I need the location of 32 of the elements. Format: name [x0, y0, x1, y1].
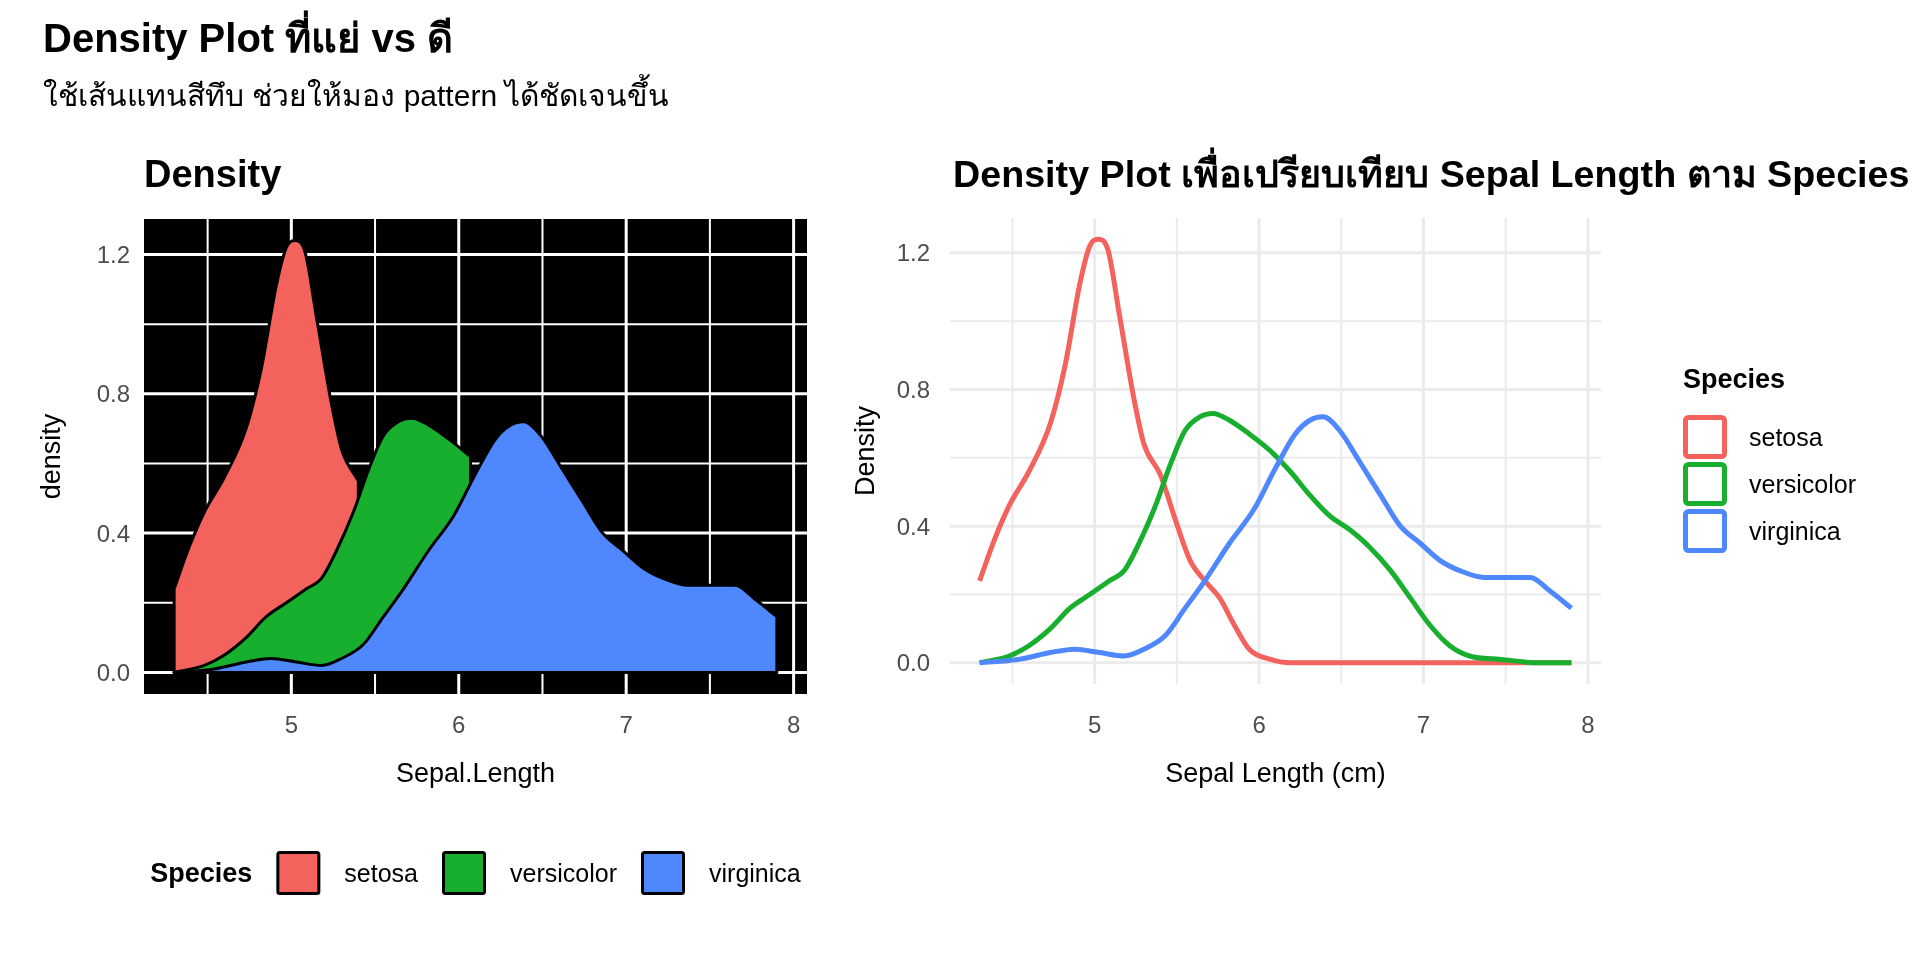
chart-title: Density Plot เพื่อเปรียบเทียบ Sepal Length ตาม Species [953, 147, 1910, 195]
text: Density Plot ที่แย่ vs ดี [43, 10, 453, 60]
legend-title: Species [1683, 364, 1786, 394]
legend-label: virginica [1749, 517, 1841, 545]
y-axis-title: Density [850, 405, 880, 497]
x-axis-title: Sepal Length (cm) [1165, 758, 1386, 788]
legend-label: setosa [1749, 423, 1823, 451]
y-tick-label: 0.4 [896, 512, 930, 540]
x-tick-label: 6 [1252, 711, 1266, 738]
y-tick-label: 0.0 [96, 658, 130, 686]
y-tick-label: 0.8 [896, 376, 930, 403]
text: ใช้เส้นแทนสีทึบ ช่วยให้มอง pattern ได้ชัดเจนขึ้น [43, 74, 670, 112]
x-tick-label: 6 [452, 711, 466, 738]
x-tick-label: 5 [284, 711, 299, 738]
x-tick-label: 5 [1087, 711, 1102, 738]
x-tick-label: 7 [1416, 711, 1431, 738]
legend-label: versicolor [510, 859, 618, 887]
y-tick-label: 0.0 [896, 649, 930, 677]
y-tick-label: 0.8 [96, 380, 130, 408]
legend-label: virginica [709, 859, 801, 887]
y-axis-title: density [36, 413, 66, 500]
y-tick-label: 0.4 [96, 519, 130, 547]
x-tick-label: 8 [1581, 711, 1595, 738]
legend-label: setosa [344, 859, 419, 887]
x-axis-title: Sepal.Length [395, 758, 556, 788]
x-tick-label: 8 [786, 711, 801, 738]
legend-label: versicolor [1749, 470, 1856, 498]
y-tick-label: 1.2 [896, 239, 930, 267]
y-tick-label: 1.2 [96, 241, 130, 269]
chart-title: Density [144, 153, 282, 195]
x-tick-label: 7 [619, 711, 633, 738]
legend-title: Species [150, 858, 253, 888]
